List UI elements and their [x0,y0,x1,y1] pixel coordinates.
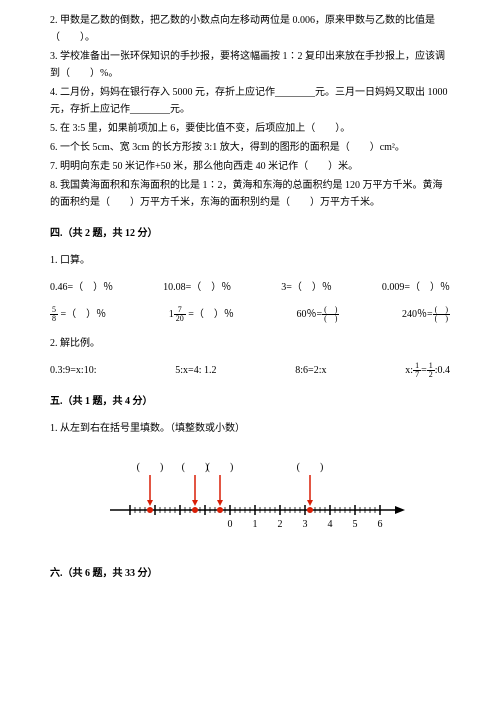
calc-2c: 60％=( )( ) [296,306,339,323]
section-4-item-2: 2. 解比例。 [50,335,450,352]
svg-text:0: 0 [228,519,233,530]
svg-text:( ): ( ) [137,462,164,473]
calc-1c: 3=（ ）％ [281,279,332,296]
section-6-title: 六.（共 6 题，共 33 分） [50,565,450,582]
fraction-blank-2: ( )( ) [433,306,450,323]
page-container: 2. 甲数是乙数的倒数，把乙数的小数点向左移动两位是 0.006，原来甲数与乙数… [0,0,500,602]
fraction-5-8: 58 [50,306,58,323]
calc-1a: 0.46=（ ）％ [50,279,113,296]
arrow-head [395,506,405,514]
fraction-1-7: 17 [413,362,421,379]
svg-text:6: 6 [378,519,383,530]
svg-text:1: 1 [253,519,258,530]
question-3: 3. 学校准备出一张环保知识的手抄报，要将这幅画按 1∶2 复印出来放在手抄报上… [50,48,450,82]
section-5-item-1: 1. 从左到右在括号里填数。（填整数或小数） [50,420,450,437]
proportion-row: 0.3:9=x:10: 5:x=4: 1.2 8:6=2:x x:17=12:0… [50,362,450,379]
svg-text:2: 2 [278,519,283,530]
svg-text:3: 3 [303,519,308,530]
prop-a: 0.3:9=x:10: [50,362,96,379]
calc-1d: 0.009=（ ）％ [382,279,450,296]
calc-2d: 240％=( )( ) [402,306,450,323]
question-2: 2. 甲数是乙数的倒数，把乙数的小数点向左移动两位是 0.006，原来甲数与乙数… [50,12,450,46]
number-line-container: ( )( )( )( ) 0123456 [50,455,450,551]
question-4: 4. 二月份，妈妈在银行存入 5000 元，存折上应记作________元。三月… [50,84,450,118]
section-4-title: 四.（共 2 题，共 12 分） [50,225,450,242]
svg-text:( ): ( ) [182,462,209,473]
svg-text:( ): ( ) [297,462,324,473]
question-5: 5. 在 3:5 里，如果前项加上 6，要使比值不变，后项应加上（ ）。 [50,120,450,137]
calc-row-2: 58 =（ ）％ 1720 =（ ）％ 60％=( )( ) 240％=( )(… [50,306,450,323]
svg-text:4: 4 [328,519,333,530]
prop-d: x:17=12:0.4 [405,362,450,379]
prop-b: 5:x=4: 1.2 [175,362,216,379]
svg-text:5: 5 [353,519,358,530]
number-line-svg: ( )( )( )( ) 0123456 [90,455,410,545]
calc-row-1: 0.46=（ ）％ 10.08=（ ）％ 3=（ ）％ 0.009=（ ）％ [50,279,450,296]
question-8: 8. 我国黄海面积和东海面积的比是 1∶2，黄海和东海的总面积约是 120 万平… [50,177,450,211]
fraction-1-2: 12 [427,362,435,379]
section-4-item-1: 1. 口算。 [50,252,450,269]
section-5-title: 五.（共 1 题，共 4 分） [50,393,450,410]
calc-2b: 1720 =（ ）％ [169,306,234,323]
fraction-blank-1: ( )( ) [322,306,339,323]
prop-c: 8:6=2:x [295,362,326,379]
question-7: 7. 明明向东走 50 米记作+50 米，那么他向西走 40 米记作（ ）米。 [50,158,450,175]
calc-1b: 10.08=（ ）％ [163,279,231,296]
fraction-7-20: 720 [174,306,186,323]
svg-text:( ): ( ) [207,462,234,473]
question-6: 6. 一个长 5cm、宽 3cm 的长方形按 3:1 放大，得到的图形的面积是（… [50,139,450,156]
calc-2a: 58 =（ ）％ [50,306,106,323]
